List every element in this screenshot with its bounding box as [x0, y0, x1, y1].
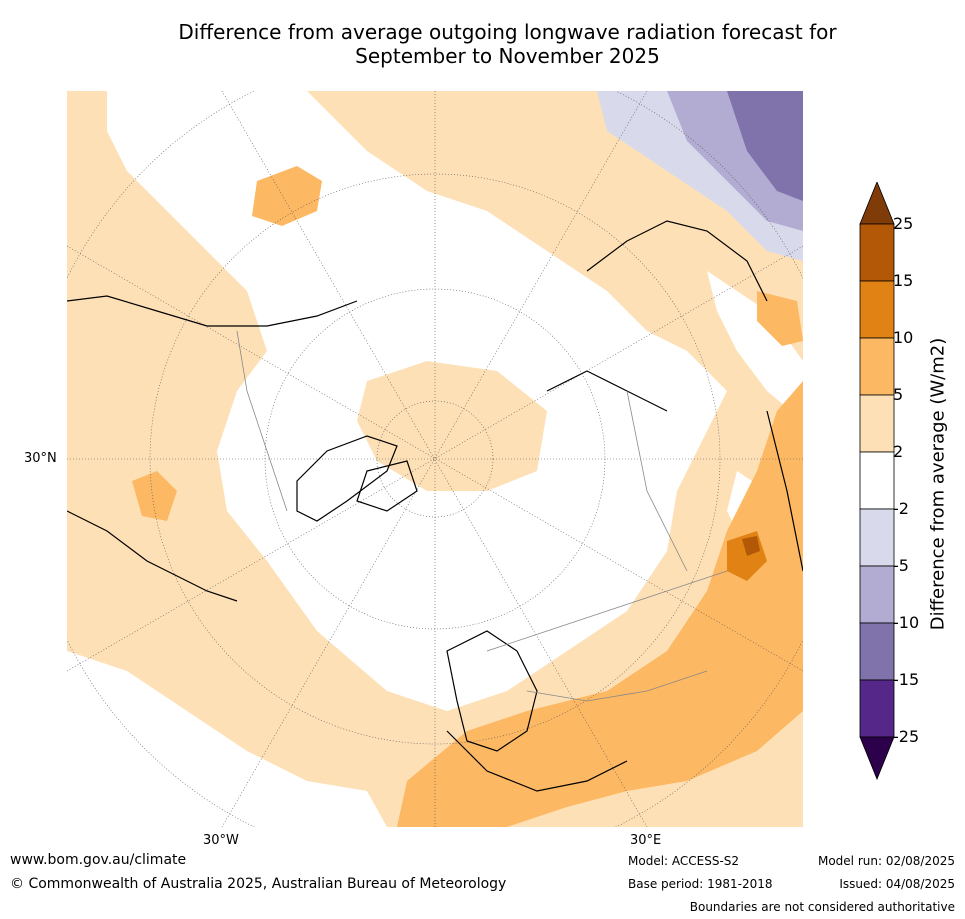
colorbar: [859, 182, 895, 781]
colorbar-tick-label: -5: [893, 556, 909, 575]
map-canvas: [67, 91, 803, 827]
lat-label-30n: 30°N: [24, 451, 57, 466]
colorbar-tick-label: 25: [893, 214, 914, 233]
colorbar-segment: [859, 223, 895, 282]
colorbar-segment: [859, 337, 895, 396]
colorbar-extend-bottom: [859, 736, 895, 781]
lon-label-30e: 30°E: [630, 833, 662, 848]
colorbar-segment: [859, 394, 895, 453]
colorbar-segment: [859, 679, 895, 738]
country-boundaries: [236, 330, 728, 702]
neutral-region-west: [67, 651, 387, 827]
graticule: [67, 91, 803, 827]
colorbar-tick-label: -25: [893, 727, 920, 746]
colorbar-segment: [859, 280, 895, 339]
colorbar-segment: [859, 622, 895, 681]
colorbar-segment: [859, 508, 895, 567]
polar-map: [67, 91, 803, 827]
footer-model: Model: ACCESS-S2: [628, 854, 740, 868]
colorbar-segments: [859, 182, 895, 781]
footer-model-run: Model run: 02/08/2025: [817, 854, 955, 868]
positive-anomaly-north-pacific: [252, 166, 322, 226]
lon-label-30w: 30°W: [203, 833, 239, 848]
colorbar-tick-label: -10: [893, 613, 920, 632]
colorbar-tick-label: 2: [893, 442, 904, 461]
title-line-2: September to November 2025: [355, 44, 660, 68]
colorbar-title: Difference from average (W/m2): [927, 337, 949, 631]
colorbar-segment: [859, 451, 895, 510]
colorbar-tick-label: 5: [893, 385, 904, 404]
title-line-1: Difference from average outgoing longwav…: [178, 20, 837, 44]
colorbar-tick-label: 10: [893, 328, 914, 347]
colorbar-extend-top: [859, 182, 895, 225]
colorbar-tick-label: -2: [893, 499, 909, 518]
footer-disclaimer: Boundaries are not considered authoritat…: [689, 900, 955, 914]
map-title: Difference from average outgoing longwav…: [100, 20, 915, 68]
positive-anomaly-southeast-asia: [757, 291, 803, 346]
arctic-anomaly-patch: [357, 361, 547, 491]
colorbar-segment: [859, 565, 895, 624]
colorbar-tick-label: 15: [893, 271, 914, 290]
positive-anomaly-mexico: [132, 471, 177, 521]
footer-base-period: Base period: 1981-2018: [628, 877, 773, 891]
footer-copyright: © Commonwealth of Australia 2025, Austra…: [10, 876, 507, 892]
footer-issued: Issued: 04/08/2025: [839, 877, 955, 891]
colorbar-tick-label: -15: [893, 670, 920, 689]
footer-website: www.bom.gov.au/climate: [10, 852, 187, 868]
coastlines: [67, 220, 803, 792]
positive-anomaly-south-asia-europe: [397, 381, 803, 827]
negative-anomaly-10-15: [727, 91, 803, 201]
positive-anomaly-15-25: [742, 536, 760, 556]
neutral-region-asia: [707, 271, 803, 421]
